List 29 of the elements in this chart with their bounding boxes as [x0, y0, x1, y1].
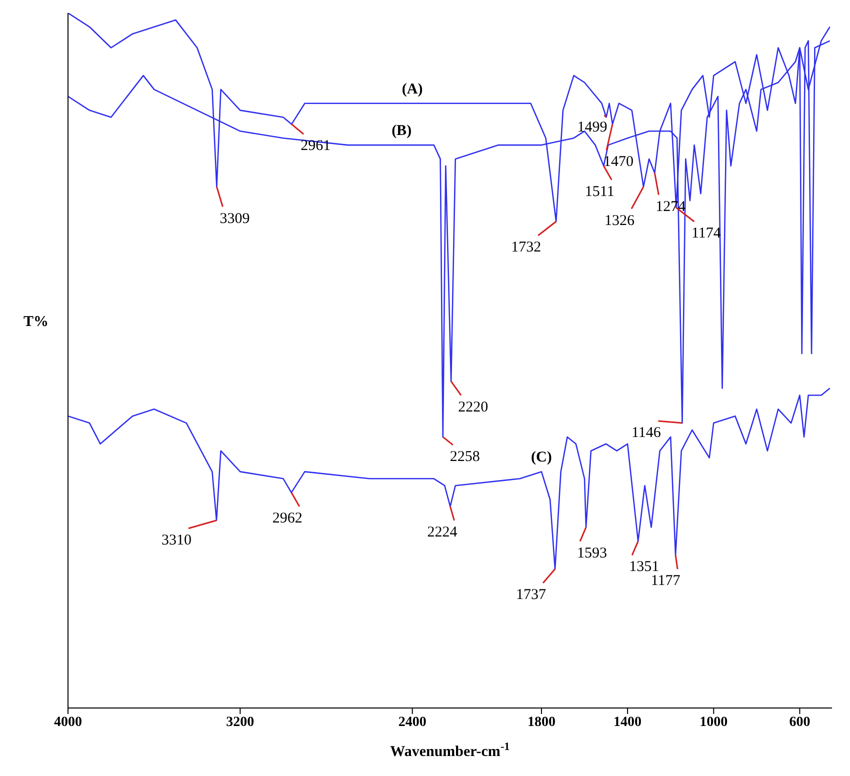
annotation: 1499 [577, 119, 608, 136]
annotation: 1326 [604, 212, 635, 229]
x-tick-label: 4000 [54, 714, 82, 730]
x-tick-label: 1400 [614, 714, 642, 730]
y-axis-title: T% [23, 314, 49, 330]
annotation: 2962 [272, 510, 302, 527]
annotation: 1470 [603, 154, 634, 170]
annotation: 2224 [427, 524, 458, 540]
series-label: (A) [402, 81, 423, 98]
series-label: (C) [531, 450, 552, 466]
annotation: 1732 [511, 240, 542, 256]
annotation: 1511 [584, 184, 614, 200]
x-tick-label: 2400 [398, 714, 426, 730]
annotation: 3309 [220, 210, 250, 227]
annotation: 1177 [650, 573, 681, 590]
x-tick-label: 3200 [226, 714, 254, 730]
x-tick-label: 600 [789, 714, 810, 730]
x-tick-label: 1800 [527, 714, 556, 730]
annotation: 1351 [629, 559, 660, 576]
x-tick-label: 1000 [700, 714, 728, 730]
annotation: 2961 [300, 138, 331, 154]
series-label: (B) [392, 123, 412, 140]
annotation: 1593 [577, 545, 608, 562]
annotation: 2258 [450, 448, 480, 465]
annotation: 1146 [631, 425, 662, 442]
annotation: 3310 [161, 532, 192, 548]
annotation: 2220 [458, 399, 488, 416]
annotation: 1737 [516, 587, 547, 603]
x-axis-title: Wavenumber-cm$^{-1}$ [390, 741, 510, 760]
